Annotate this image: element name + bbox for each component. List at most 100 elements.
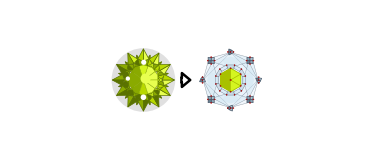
Polygon shape [200,79,203,82]
Polygon shape [211,61,214,64]
Circle shape [258,82,259,83]
Polygon shape [207,71,231,89]
Polygon shape [143,49,149,61]
Polygon shape [231,80,251,101]
Polygon shape [159,64,170,71]
Polygon shape [247,57,250,61]
Polygon shape [153,62,162,70]
Polygon shape [116,89,128,96]
Polygon shape [220,65,228,71]
Polygon shape [250,99,253,103]
Polygon shape [247,61,250,64]
Circle shape [141,60,146,65]
Polygon shape [127,66,135,80]
Polygon shape [160,64,170,74]
Polygon shape [153,90,162,98]
Polygon shape [143,80,158,88]
Polygon shape [203,80,231,108]
Circle shape [258,77,259,78]
Polygon shape [118,84,129,88]
Circle shape [202,77,203,78]
Polygon shape [208,96,211,99]
Polygon shape [135,92,152,94]
Polygon shape [157,69,162,91]
Polygon shape [143,72,158,80]
Circle shape [211,102,212,103]
Circle shape [207,99,208,100]
Circle shape [249,95,251,96]
Polygon shape [247,99,250,103]
Circle shape [211,64,212,65]
Polygon shape [116,64,128,71]
Polygon shape [138,99,143,111]
Circle shape [126,76,130,81]
Polygon shape [220,68,241,92]
Polygon shape [154,62,162,70]
Polygon shape [135,66,152,68]
Circle shape [112,48,175,112]
Polygon shape [212,92,249,108]
Circle shape [233,108,234,109]
Polygon shape [239,69,246,77]
Polygon shape [215,83,222,91]
Polygon shape [158,84,169,88]
Polygon shape [149,53,159,64]
Polygon shape [116,64,127,74]
Polygon shape [147,94,152,105]
Polygon shape [242,76,246,84]
Circle shape [240,74,241,75]
Circle shape [227,51,228,52]
Circle shape [219,69,220,70]
Circle shape [215,83,216,84]
Polygon shape [135,94,139,105]
Polygon shape [128,96,138,107]
Circle shape [246,60,247,61]
Polygon shape [227,106,231,110]
Polygon shape [163,80,175,86]
Circle shape [202,82,203,83]
Polygon shape [125,62,134,70]
Polygon shape [259,78,262,81]
Circle shape [220,85,221,86]
Polygon shape [125,88,143,102]
Circle shape [226,94,227,95]
Circle shape [245,76,246,77]
Circle shape [234,65,235,66]
Polygon shape [243,62,258,98]
Circle shape [214,60,215,61]
Polygon shape [135,55,139,66]
Polygon shape [231,68,241,80]
Circle shape [214,99,215,100]
Circle shape [230,68,231,69]
Polygon shape [212,52,249,68]
Polygon shape [147,55,152,66]
Polygon shape [128,53,138,64]
Polygon shape [152,66,160,80]
Polygon shape [128,53,134,65]
Polygon shape [208,61,211,64]
Polygon shape [215,76,219,84]
Polygon shape [158,73,169,79]
Polygon shape [231,52,258,80]
Polygon shape [137,94,143,105]
Polygon shape [203,79,206,82]
Circle shape [258,79,259,81]
Polygon shape [143,99,149,111]
Circle shape [230,91,231,92]
Polygon shape [220,74,231,86]
Polygon shape [250,57,253,61]
Polygon shape [143,66,155,80]
Polygon shape [215,69,222,77]
Polygon shape [143,80,155,94]
Circle shape [211,95,212,96]
Polygon shape [152,80,160,94]
Polygon shape [247,96,250,99]
Circle shape [141,94,146,100]
Polygon shape [256,78,259,81]
Polygon shape [139,80,148,95]
Circle shape [226,65,227,66]
Polygon shape [220,89,228,95]
Polygon shape [257,80,260,83]
Polygon shape [159,89,170,96]
Polygon shape [229,49,232,52]
